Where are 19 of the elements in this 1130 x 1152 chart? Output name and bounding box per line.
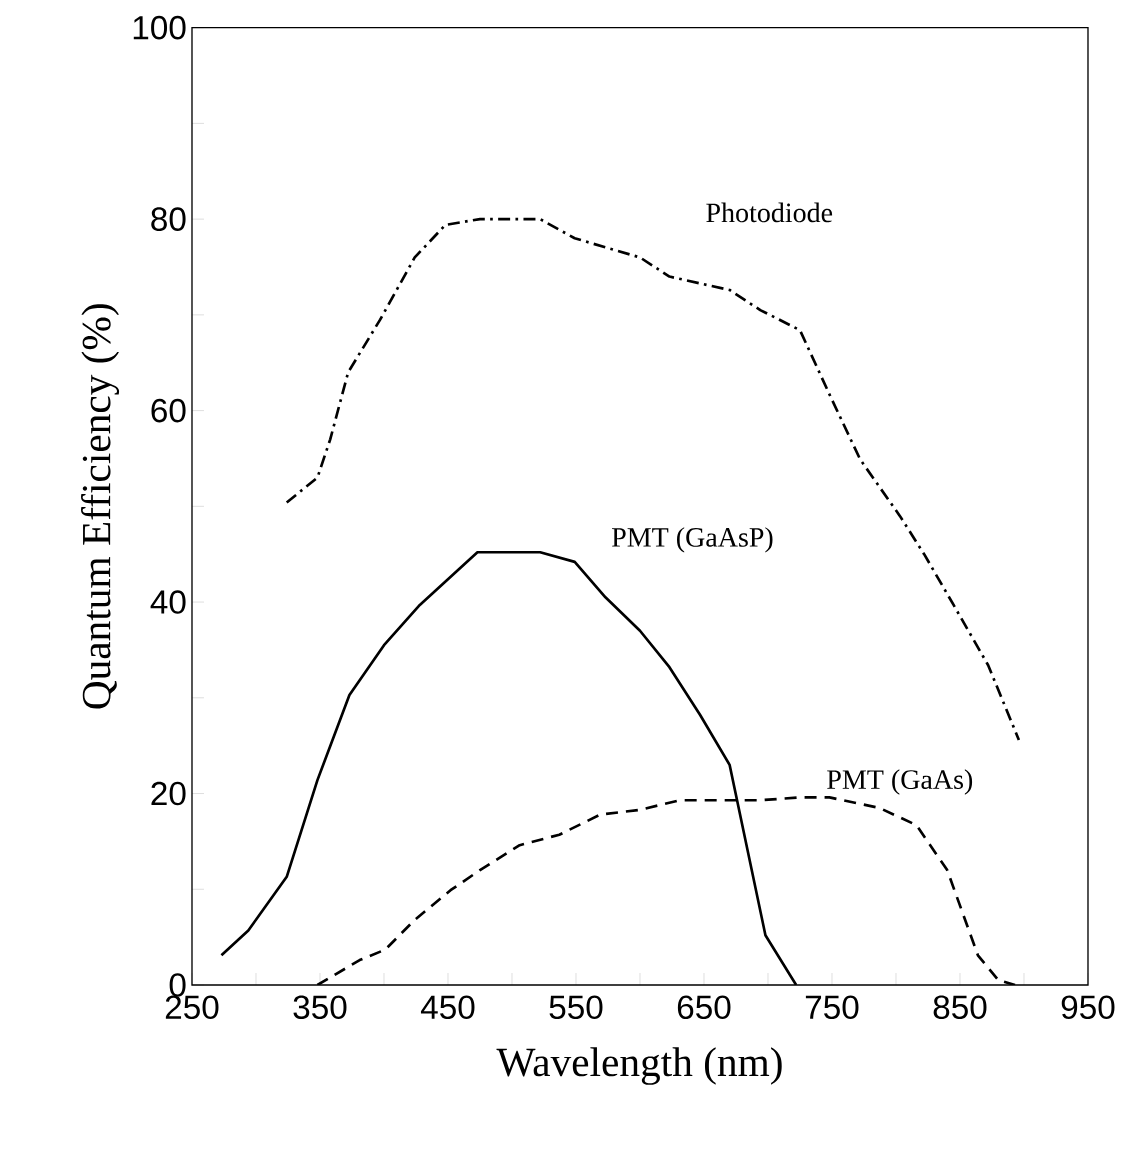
x-tick-label: 750	[805, 995, 859, 1020]
y-tick-label: 60	[151, 398, 186, 423]
x-tick-label: 850	[933, 995, 987, 1020]
text: Photodiode	[706, 202, 833, 223]
y-tick-label: 100	[133, 15, 186, 40]
x-tick-label: 550	[549, 995, 603, 1020]
x-tick-label: 950	[1061, 995, 1115, 1020]
x-tick-label: 450	[420, 995, 475, 1020]
x-tick-label: 350	[293, 995, 347, 1020]
y-tick-label: 40	[150, 590, 186, 614]
y-tick-label: 0	[169, 973, 186, 997]
x-tick-label: 650	[677, 995, 731, 1020]
series-label: PMT (GaAsP)	[612, 527, 773, 553]
series-label: PMT (GaAs)	[827, 769, 973, 795]
y-axis-title: Quantum Efficiency (%)	[81, 304, 120, 709]
y-tick-label: 20	[151, 781, 186, 806]
x-axis-title: Wavelength (nm)	[496, 1047, 782, 1085]
y-tick-label: 80	[151, 207, 186, 231]
x-tick-label: 250	[165, 995, 219, 1020]
